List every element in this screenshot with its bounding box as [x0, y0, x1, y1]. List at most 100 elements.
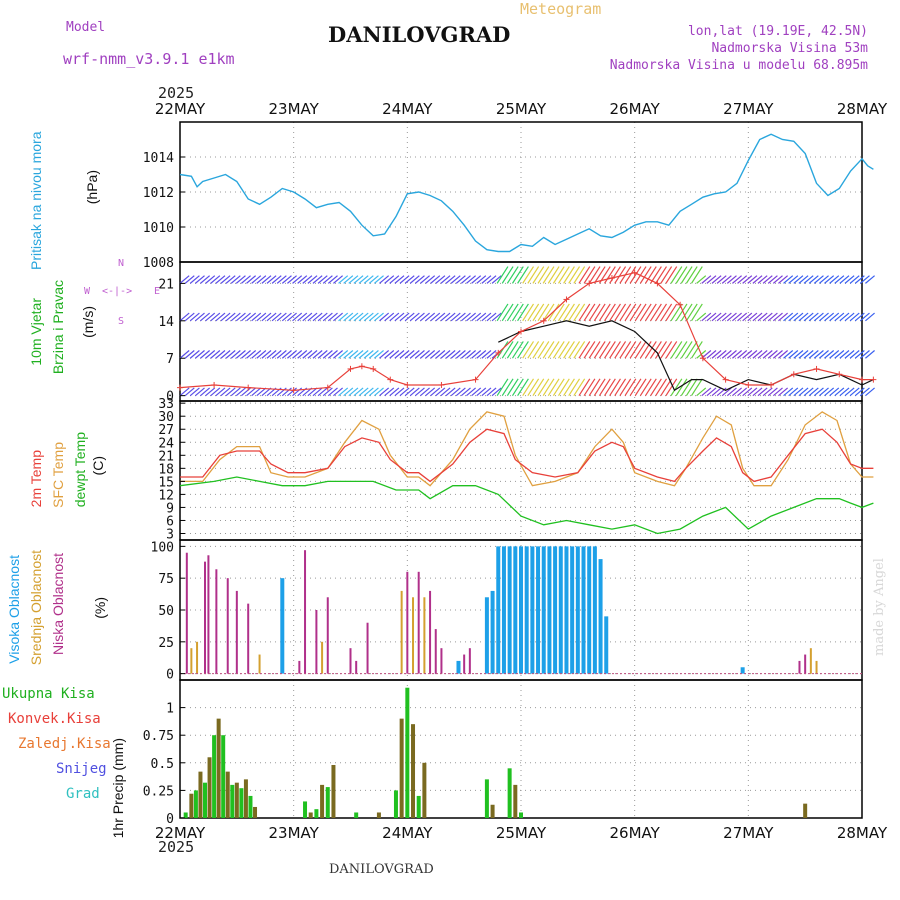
- wind-barb: [394, 350, 405, 359]
- wind-barb: [798, 275, 809, 284]
- y-tick-label: 1014: [143, 151, 174, 166]
- wind-barb: [501, 303, 514, 322]
- wind-speed-marker: [608, 275, 615, 282]
- legend-hail: Grad: [66, 786, 100, 802]
- wind-barb: [368, 275, 379, 284]
- wind-barb: [609, 378, 621, 396]
- wind-barb: [271, 275, 282, 284]
- wind-speed-marker: [245, 384, 252, 391]
- cloud-bar-niska: [366, 622, 369, 674]
- wind-barb: [588, 341, 601, 359]
- wind-barb: [450, 387, 461, 397]
- wind-barb: [430, 312, 441, 322]
- wind-barb: [189, 387, 200, 397]
- wind-barb: [849, 275, 860, 284]
- wind-barb: [358, 387, 369, 397]
- elevation-label: Nadmorska Visina 53m: [711, 41, 868, 56]
- wind-ylabel: 10m Vjetar: [28, 298, 44, 366]
- wind-speed-marker: [813, 365, 820, 372]
- cloud-bar-srednja: [190, 648, 193, 674]
- precip-ylabel: 1hr Precip (mm): [110, 738, 126, 838]
- precip-bar: [212, 735, 217, 818]
- cloud-bar-niska: [204, 561, 207, 674]
- wind-barb: [440, 275, 451, 284]
- wind-barb: [604, 266, 616, 284]
- wind-barb: [184, 312, 195, 322]
- wind-barb: [788, 387, 799, 397]
- wind-barb: [215, 275, 226, 284]
- wind-barb: [476, 275, 487, 284]
- wind-barb: [261, 275, 272, 284]
- wind-barb: [471, 350, 482, 359]
- wind-barb: [276, 350, 287, 359]
- wind-barb: [322, 275, 333, 284]
- wind-barb: [690, 378, 703, 396]
- wind-barb: [256, 387, 267, 397]
- precip-bar: [193, 790, 198, 818]
- wind-barb: [317, 312, 328, 322]
- wind-barb: [450, 312, 461, 322]
- wind-barb: [379, 350, 390, 359]
- wind-barb: [425, 275, 436, 284]
- wind-barb: [670, 378, 683, 396]
- wind-barb: [829, 350, 840, 359]
- wind-barb: [266, 350, 277, 359]
- wind-barb: [522, 266, 535, 284]
- wind-barb: [455, 350, 466, 359]
- wind-barb: [552, 303, 565, 322]
- wind-barb: [373, 275, 384, 284]
- wind-barb: [696, 275, 707, 284]
- wind-barb: [685, 378, 698, 396]
- wind-barb: [322, 350, 333, 359]
- precip-bar: [303, 801, 308, 818]
- wind-barb: [409, 350, 420, 359]
- wind-barb: [189, 312, 200, 322]
- wind-barb: [205, 312, 216, 322]
- wind-barb: [767, 387, 778, 397]
- wind-barb: [481, 350, 492, 359]
- wind-barb: [246, 350, 257, 359]
- wind-barb: [547, 266, 560, 284]
- wind-barb: [506, 303, 519, 322]
- wind-barb: [721, 387, 732, 397]
- wind-barb: [834, 350, 845, 359]
- wind-barb: [839, 387, 850, 397]
- wind-barb: [486, 312, 497, 322]
- wind-barb: [256, 312, 267, 322]
- cloud-bar-niska: [349, 648, 352, 674]
- wind-barb: [481, 312, 492, 322]
- wind-barb: [194, 350, 205, 359]
- wind-barb: [450, 275, 461, 284]
- wind-barb: [552, 341, 565, 359]
- wind-barb: [312, 350, 323, 359]
- wind-barb: [200, 350, 211, 359]
- x-date-label-top: 24MAY: [382, 100, 433, 118]
- axis-labels: 1008101010121014071421369121518212427303…: [143, 100, 888, 842]
- wind-speed-marker: [290, 387, 297, 394]
- wind-barb: [614, 303, 627, 322]
- wind-barb-field: [179, 266, 875, 397]
- wind-barb: [542, 378, 555, 396]
- wind-barb: [368, 387, 379, 397]
- dewpt-ylabel: dewpt Temp: [72, 432, 88, 508]
- wind-barb: [680, 266, 693, 284]
- wind-barb: [491, 312, 502, 322]
- wind-barb: [450, 350, 461, 359]
- wind-barb: [307, 275, 318, 284]
- model-name: wrf-nmm_v3.9.1 e1km: [63, 50, 235, 68]
- wind-barb: [261, 350, 272, 359]
- x-date-label-top: 28MAY: [837, 100, 888, 118]
- cloud-bar-niska: [798, 660, 801, 674]
- wind-barbs-background: [179, 266, 875, 397]
- wind-barb: [302, 275, 313, 284]
- precip-bar: [203, 782, 208, 818]
- wind-barb: [573, 378, 586, 396]
- wind-barb: [251, 275, 262, 284]
- lonlat-label: lon,lat (19.19E, 42.5N): [687, 24, 868, 39]
- cloud-bar-visoka: [598, 559, 603, 674]
- wind-barb: [767, 312, 778, 322]
- wind-barb: [680, 341, 693, 359]
- wind-barb: [501, 266, 514, 284]
- wind-barb: [481, 275, 492, 284]
- wind-barb: [783, 387, 794, 397]
